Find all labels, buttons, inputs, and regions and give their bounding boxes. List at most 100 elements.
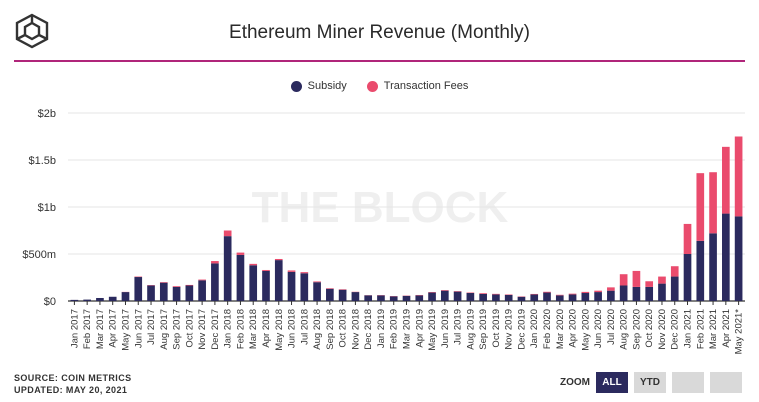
bar-subsidy[interactable]: [108, 296, 117, 301]
bar-transaction-fees[interactable]: [632, 270, 641, 287]
bar-subsidy[interactable]: [696, 240, 705, 301]
bar-subsidy[interactable]: [236, 254, 245, 301]
bar-transaction-fees[interactable]: [159, 282, 168, 283]
x-tick-label: Jan 2021: [683, 309, 694, 348]
bar-subsidy[interactable]: [147, 285, 155, 301]
bar-transaction-fees[interactable]: [211, 261, 219, 264]
x-tick-label: Mar 2018: [248, 309, 259, 349]
bar-subsidy[interactable]: [581, 293, 590, 301]
bar-transaction-fees[interactable]: [709, 172, 717, 234]
bar-transaction-fees[interactable]: [326, 288, 334, 289]
bar-transaction-fees[interactable]: [274, 258, 283, 261]
bar-subsidy[interactable]: [568, 294, 577, 301]
bar-subsidy[interactable]: [262, 270, 270, 301]
bar-transaction-fees[interactable]: [172, 286, 181, 287]
bar-subsidy[interactable]: [504, 294, 513, 301]
bar-subsidy[interactable]: [440, 290, 449, 301]
bar-subsidy[interactable]: [159, 282, 168, 301]
bar-subsidy[interactable]: [134, 277, 143, 301]
title-divider: [14, 60, 745, 62]
bar-subsidy[interactable]: [351, 292, 360, 301]
bar-transaction-fees[interactable]: [645, 281, 654, 287]
x-tick-label: Aug 2020: [619, 309, 630, 350]
bar-transaction-fees[interactable]: [670, 266, 679, 277]
bar-transaction-fees[interactable]: [568, 293, 577, 295]
bar-transaction-fees[interactable]: [479, 293, 487, 294]
bar-subsidy[interactable]: [683, 254, 692, 301]
bar-subsidy[interactable]: [709, 233, 717, 301]
bar-subsidy[interactable]: [274, 260, 283, 301]
bar-subsidy[interactable]: [555, 295, 564, 301]
bar-subsidy[interactable]: [338, 289, 347, 301]
bar-transaction-fees[interactable]: [683, 223, 692, 254]
bar-subsidy[interactable]: [402, 295, 411, 301]
bar-subsidy[interactable]: [466, 293, 475, 301]
zoom-button-3[interactable]: [672, 372, 704, 393]
bar-transaction-fees[interactable]: [619, 274, 628, 286]
bar-subsidy[interactable]: [364, 295, 373, 301]
bar-subsidy[interactable]: [632, 286, 641, 301]
bar-subsidy[interactable]: [428, 292, 436, 301]
bar-transaction-fees[interactable]: [722, 146, 730, 214]
bar-subsidy[interactable]: [83, 299, 91, 301]
x-tick-label: May 2018: [274, 309, 285, 351]
bar-subsidy[interactable]: [172, 286, 181, 301]
bar-subsidy[interactable]: [619, 285, 628, 301]
bar-transaction-fees[interactable]: [236, 252, 245, 255]
bar-subsidy[interactable]: [223, 236, 232, 301]
bar-transaction-fees[interactable]: [658, 276, 666, 284]
bar-subsidy[interactable]: [287, 271, 296, 301]
bar-subsidy[interactable]: [517, 296, 526, 301]
bar-transaction-fees[interactable]: [734, 136, 743, 217]
legend-item-transaction-fees[interactable]: Transaction Fees: [366, 80, 468, 92]
x-tick-label: Oct 2017: [184, 309, 195, 348]
bar-subsidy[interactable]: [645, 286, 654, 301]
bar-subsidy[interactable]: [185, 285, 194, 301]
zoom-all-button[interactable]: ALL: [596, 372, 628, 393]
bar-subsidy[interactable]: [198, 280, 206, 301]
bar-transaction-fees[interactable]: [185, 284, 194, 286]
legend-item-subsidy[interactable]: Subsidy: [290, 80, 347, 92]
bar-transaction-fees[interactable]: [696, 173, 705, 241]
bar-transaction-fees[interactable]: [440, 290, 449, 291]
bar-subsidy[interactable]: [389, 296, 398, 301]
bar-transaction-fees[interactable]: [223, 230, 232, 237]
bar-subsidy[interactable]: [96, 297, 104, 301]
bar-transaction-fees[interactable]: [594, 290, 602, 293]
bar-transaction-fees[interactable]: [492, 293, 500, 295]
bar-subsidy[interactable]: [415, 295, 424, 301]
bar-subsidy[interactable]: [453, 291, 462, 301]
bar-transaction-fees[interactable]: [198, 279, 206, 281]
bar-transaction-fees[interactable]: [287, 270, 296, 272]
bar-subsidy[interactable]: [211, 263, 219, 301]
bar-transaction-fees[interactable]: [543, 291, 551, 293]
bar-transaction-fees[interactable]: [313, 281, 321, 283]
bar-transaction-fees[interactable]: [300, 272, 309, 274]
bar-subsidy[interactable]: [658, 283, 666, 301]
x-tick-label: May 2021*: [734, 309, 745, 355]
bar-subsidy[interactable]: [722, 213, 730, 301]
zoom-button-4[interactable]: [710, 372, 742, 393]
bar-subsidy[interactable]: [594, 292, 602, 301]
bar-subsidy[interactable]: [670, 276, 679, 301]
bar-transaction-fees[interactable]: [249, 263, 258, 266]
bar-transaction-fees[interactable]: [607, 287, 615, 291]
bar-subsidy[interactable]: [543, 292, 551, 301]
bar-transaction-fees[interactable]: [555, 294, 564, 296]
bar-subsidy[interactable]: [734, 216, 743, 301]
bar-transaction-fees[interactable]: [581, 291, 590, 294]
bar-subsidy[interactable]: [70, 299, 79, 301]
zoom-ytd-button[interactable]: YTD: [634, 372, 666, 393]
bar-subsidy[interactable]: [377, 295, 385, 301]
x-tick-label: Jun 2019: [440, 309, 451, 348]
bar-transaction-fees[interactable]: [262, 269, 270, 271]
bar-subsidy[interactable]: [300, 273, 309, 301]
bar-subsidy[interactable]: [121, 292, 130, 301]
bar-subsidy[interactable]: [326, 288, 334, 301]
bar-subsidy[interactable]: [479, 293, 487, 301]
bar-subsidy[interactable]: [249, 265, 258, 301]
bar-subsidy[interactable]: [607, 290, 615, 301]
bar-subsidy[interactable]: [530, 294, 539, 301]
bar-subsidy[interactable]: [313, 282, 321, 301]
bar-subsidy[interactable]: [492, 294, 500, 301]
